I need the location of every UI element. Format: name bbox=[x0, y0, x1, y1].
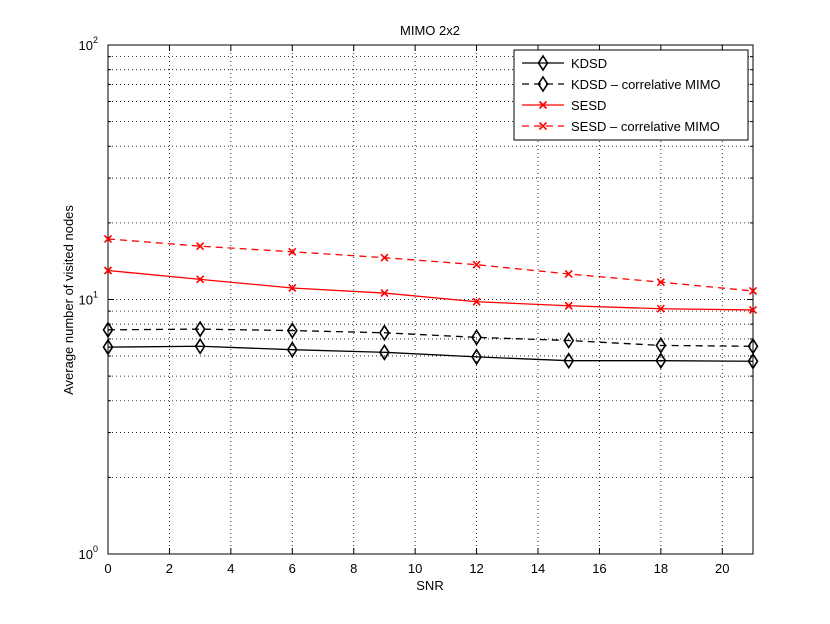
data-point bbox=[748, 305, 758, 314]
y-tick-label: 101 bbox=[79, 290, 98, 308]
data-point bbox=[655, 336, 667, 354]
axis-ticks: 0 2 4 6 8 10 12 14 16 18 20 100 101 102 bbox=[79, 35, 753, 576]
data-point bbox=[103, 266, 113, 275]
data-point bbox=[380, 253, 389, 262]
series-line bbox=[107, 238, 754, 292]
data-point bbox=[196, 242, 205, 251]
x-tick-label: 12 bbox=[469, 561, 483, 576]
series-3 bbox=[103, 266, 758, 314]
data-point bbox=[378, 343, 390, 361]
data-point bbox=[472, 297, 481, 306]
legend-marker bbox=[538, 121, 548, 131]
data-point bbox=[194, 337, 206, 355]
data-point bbox=[194, 320, 206, 338]
series-line bbox=[107, 345, 754, 362]
x-tick-label: 0 bbox=[104, 561, 111, 576]
data-point bbox=[380, 288, 389, 298]
legend-label: SESD – correlative MIMO bbox=[571, 119, 720, 134]
x-axis-label: SNR bbox=[416, 578, 443, 593]
series-2 bbox=[102, 320, 759, 355]
data-point bbox=[656, 278, 665, 287]
legend-marker bbox=[537, 75, 549, 93]
data-point bbox=[747, 352, 759, 370]
y-tick-label: 102 bbox=[79, 35, 98, 53]
data-point bbox=[288, 247, 297, 256]
data-point bbox=[748, 286, 758, 296]
x-tick-label: 18 bbox=[654, 561, 668, 576]
data-point bbox=[102, 321, 114, 339]
x-tick-label: 14 bbox=[531, 561, 545, 576]
series-line bbox=[107, 328, 754, 347]
x-tick-label: 4 bbox=[227, 561, 234, 576]
legend-box bbox=[513, 49, 749, 141]
data-point bbox=[655, 352, 667, 370]
x-tick-label: 2 bbox=[166, 561, 173, 576]
y-axis-label: Average number of visited nodes bbox=[61, 205, 76, 395]
legend: KDSD KDSD – correlative MIMO SESD SESD – co… bbox=[513, 49, 749, 141]
data-point bbox=[102, 338, 114, 356]
data-point bbox=[747, 337, 759, 355]
legend-item: KDSD bbox=[522, 54, 607, 72]
data-point bbox=[286, 341, 298, 359]
data-point bbox=[563, 332, 575, 349]
x-tick-label: 20 bbox=[715, 561, 729, 576]
data-point bbox=[103, 234, 113, 243]
series-line bbox=[107, 269, 754, 311]
data-point bbox=[472, 260, 481, 269]
data-point bbox=[564, 269, 573, 279]
legend-marker bbox=[537, 54, 549, 72]
data-point bbox=[288, 283, 297, 293]
data-point bbox=[656, 304, 665, 313]
x-tick-label: 10 bbox=[408, 561, 422, 576]
legend-marker bbox=[538, 100, 548, 110]
data-point bbox=[196, 275, 205, 284]
y-tick-label: 100 bbox=[79, 544, 98, 562]
series-4 bbox=[103, 234, 758, 296]
legend-label: KDSD bbox=[571, 56, 607, 71]
legend-item: SESD – correlative MIMO bbox=[522, 119, 720, 134]
data-point bbox=[378, 324, 390, 342]
series-layer bbox=[102, 234, 759, 370]
legend-item: SESD bbox=[522, 98, 606, 113]
x-tick-label: 8 bbox=[350, 561, 357, 576]
data-point bbox=[471, 348, 483, 366]
series-1 bbox=[102, 337, 759, 370]
x-tick-label: 6 bbox=[289, 561, 296, 576]
legend-label: SESD bbox=[571, 98, 606, 113]
legend-item: KDSD – correlative MIMO bbox=[522, 75, 721, 93]
data-point bbox=[564, 301, 573, 310]
data-point bbox=[286, 322, 298, 340]
data-point bbox=[563, 352, 575, 370]
chart-title: MIMO 2x2 bbox=[400, 23, 460, 38]
legend-label: KDSD – correlative MIMO bbox=[571, 77, 721, 92]
x-tick-label: 16 bbox=[592, 561, 606, 576]
data-point bbox=[471, 328, 483, 346]
